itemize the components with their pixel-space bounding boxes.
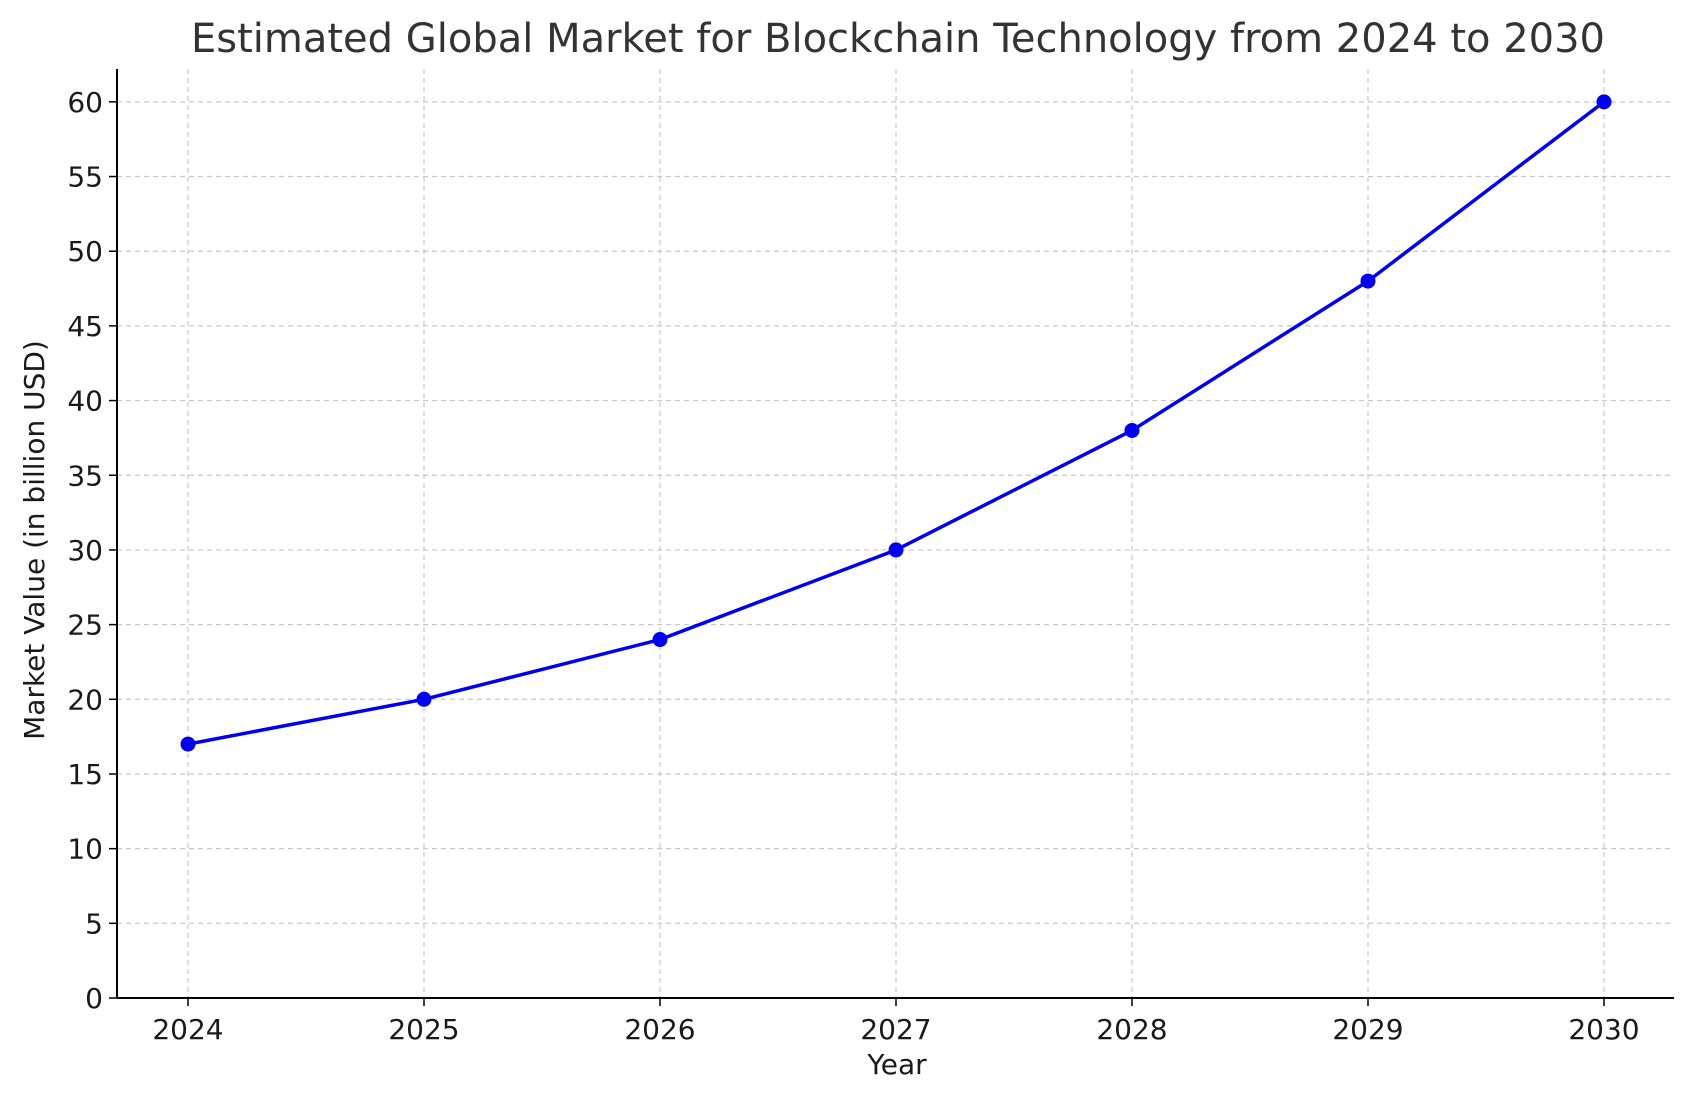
y-tick-label: 20: [67, 683, 103, 716]
x-tick-label: 2027: [860, 1013, 931, 1046]
y-tick-label: 10: [67, 833, 103, 866]
data-point: [416, 691, 432, 707]
x-axis-ticks: 2024 2025 2026 2027 2028 2029 2030: [152, 998, 1640, 1046]
data-point: [1124, 422, 1140, 438]
x-tick-label: 2029: [1332, 1013, 1403, 1046]
x-tick-label: 2030: [1568, 1013, 1639, 1046]
y-tick-label: 35: [67, 459, 103, 492]
y-tick-label: 45: [67, 310, 103, 343]
data-point: [888, 542, 904, 558]
data-point: [652, 632, 668, 648]
y-tick-label: 40: [67, 385, 103, 418]
x-tick-label: 2024: [152, 1013, 223, 1046]
y-tick-label: 15: [67, 758, 103, 791]
y-tick-label: 30: [67, 534, 103, 567]
x-tick-label: 2025: [388, 1013, 459, 1046]
x-tick-label: 2028: [1096, 1013, 1167, 1046]
y-tick-label: 55: [67, 161, 103, 194]
data-point: [1360, 273, 1376, 289]
y-axis-ticks: 0 5 10 15 20 25 30 35 40 45 50 55 60: [67, 86, 117, 1015]
y-axis-label: Market Value (in billion USD): [18, 340, 51, 740]
y-tick-label: 0: [85, 982, 103, 1015]
y-tick-label: 60: [67, 86, 103, 119]
data-point: [180, 736, 196, 752]
data-point: [1596, 94, 1612, 110]
chart-title: Estimated Global Market for Blockchain T…: [191, 16, 1605, 62]
y-tick-label: 25: [67, 609, 103, 642]
x-axis-label: Year: [866, 1048, 927, 1081]
y-tick-label: 5: [85, 907, 103, 940]
y-tick-label: 50: [67, 235, 103, 268]
series: [180, 94, 1612, 752]
grid: [117, 69, 1674, 998]
x-tick-label: 2026: [624, 1013, 695, 1046]
